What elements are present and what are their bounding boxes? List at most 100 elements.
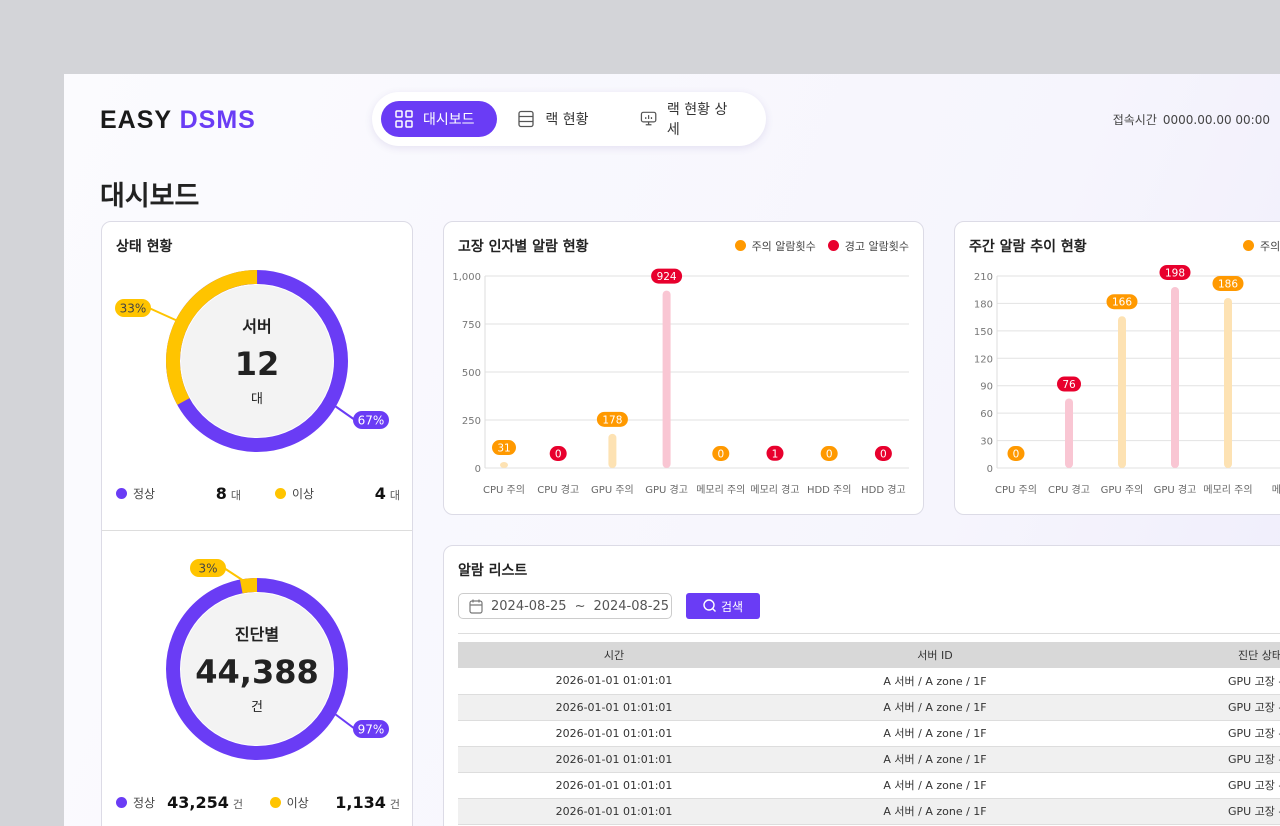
- alarm-list-card: 알람 리스트 2024-08-25 ~2024-08-25 검색 시간 서버 ID…: [443, 545, 1280, 826]
- bar: [1224, 297, 1232, 468]
- table-cell: 2026-01-01 01:01:01: [458, 798, 770, 825]
- column-header-status[interactable]: 진단 상태: [1100, 642, 1280, 668]
- x-tick-label: CPU 경고: [537, 483, 579, 496]
- table-cell: GPU 고장 - 경: [1100, 746, 1280, 773]
- callout-line: [334, 713, 356, 730]
- table-cell: A 서버 / A zone / 1F: [770, 746, 1100, 773]
- search-button[interactable]: 검색: [686, 593, 760, 619]
- donut-center: [181, 285, 333, 437]
- legend-warning: 경고 알람횟수: [827, 238, 909, 254]
- percent-badge: [190, 559, 226, 577]
- percent-label: 67%: [358, 414, 385, 428]
- bar: [1065, 398, 1073, 468]
- y-tick-label: 150: [974, 327, 993, 338]
- divider: [458, 633, 1280, 634]
- value-label: 76: [1062, 379, 1076, 391]
- grid-icon: [395, 110, 413, 128]
- bar: [1171, 286, 1179, 468]
- percent-badge: [353, 411, 389, 429]
- value-label: 186: [1218, 278, 1238, 290]
- date-range-input[interactable]: 2024-08-25 ~2024-08-25: [458, 593, 672, 619]
- abnormal-dot: [269, 797, 281, 808]
- page-title: 대시보드: [100, 181, 200, 212]
- value-badge: [1106, 294, 1138, 310]
- table-cell: A 서버 / A zone / 1F: [770, 694, 1100, 721]
- table-row[interactable]: 2026-01-01 01:01:01 A 서버 / A zone / 1F GPU…: [458, 772, 1280, 799]
- x-tick-label: CPU 주의: [995, 484, 1037, 496]
- x-tick-label: 메모리 주의: [1203, 484, 1252, 496]
- donut-text: 진단별: [235, 625, 279, 644]
- status-donuts: 서버 12 대 33% 67% 진단별 44,388 건 3% 97%: [115, 270, 389, 760]
- callout-line: [148, 307, 181, 323]
- logo[interactable]: EASY DSMS: [100, 106, 256, 134]
- value-label: 0: [717, 449, 724, 461]
- table-cell: A 서버 / A zone / 1F: [770, 798, 1100, 825]
- donut-text: 대: [251, 392, 263, 407]
- x-tick-label: 메모: [1272, 484, 1280, 496]
- y-tick-label: 60: [980, 409, 993, 420]
- table-cell: A 서버 / A zone / 1F: [770, 772, 1100, 799]
- y-tick-label: 90: [980, 382, 993, 393]
- column-header-time[interactable]: 시간: [458, 642, 770, 668]
- table-cell: 2026-01-01 01:01:01: [458, 694, 770, 721]
- server-rack-icon: [518, 110, 535, 128]
- table-cell: 2026-01-01 01:01:01: [458, 720, 770, 747]
- x-tick-label: HDD 경고: [861, 483, 906, 496]
- value-badge: [549, 446, 567, 461]
- column-header-server[interactable]: 서버 ID: [770, 642, 1100, 668]
- percent-label: 97%: [358, 723, 385, 737]
- diag-stats: 정상 43,254 건 이상 1,134 건: [116, 793, 400, 812]
- normal-dot: [116, 488, 127, 499]
- table-row[interactable]: 2026-01-01 01:01:01 A 서버 / A zone / 1F GPU…: [458, 694, 1280, 721]
- y-tick-label: 750: [462, 320, 481, 331]
- value-badge: [1159, 264, 1191, 280]
- value-badge: [1057, 376, 1081, 392]
- percent-label: 33%: [120, 302, 147, 316]
- table-cell: GPU 고장 - 경: [1100, 772, 1280, 799]
- y-tick-label: 250: [462, 416, 481, 427]
- legend-caution: 주의 알람횟수: [734, 238, 816, 254]
- main-nav: 대시보드 랙 현황 랙 현황 상세: [372, 92, 766, 146]
- value-label: 0: [826, 449, 833, 461]
- y-tick-label: 0: [475, 464, 481, 475]
- x-tick-label: GPU 경고: [1154, 483, 1197, 496]
- calendar-icon: [469, 599, 483, 614]
- callout-line: [223, 567, 251, 586]
- nav-rack-detail[interactable]: 랙 현황 상세: [626, 101, 751, 138]
- value-badge: [712, 446, 730, 461]
- x-tick-label: GPU 주의: [591, 484, 634, 496]
- table-row[interactable]: 2026-01-01 01:01:01 A 서버 / A zone / 1F GPU…: [458, 746, 1280, 773]
- table-row[interactable]: 2026-01-01 01:01:01 A 서버 / A zone / 1F GPU…: [458, 720, 1280, 747]
- y-tick-label: 500: [462, 368, 481, 379]
- value-badge: [1007, 446, 1025, 461]
- nav-dashboard[interactable]: 대시보드: [381, 101, 498, 137]
- search-icon: [703, 599, 716, 612]
- donut-center: [181, 593, 333, 745]
- table-row[interactable]: 2026-01-01 01:01:01 A 서버 / A zone / 1F GPU…: [458, 668, 1280, 695]
- nav-rack-status[interactable]: 랙 현황: [503, 101, 619, 137]
- x-tick-label: GPU 주의: [1101, 484, 1144, 496]
- percent-badge: [115, 299, 151, 317]
- weekly-alarm-card: 주간 알람 추이 현황 주의 0 30 60 90 120 150 180 210 CPU 주의…: [954, 221, 1280, 515]
- table-row[interactable]: 2026-01-01 01:01:01 A 서버 / A zone / 1F GPU…: [458, 798, 1280, 825]
- bar: [662, 290, 671, 468]
- legend-caution: 주의: [1243, 238, 1280, 254]
- value-label: 0: [555, 449, 562, 461]
- value-label: 0: [880, 449, 887, 461]
- x-tick-label: 메모리 경고: [750, 483, 799, 496]
- value-badge: [492, 440, 516, 456]
- monitor-icon: [640, 111, 657, 126]
- callout-line: [334, 405, 356, 421]
- donut-abnormal-segment: [166, 270, 348, 452]
- table-cell: GPU 고장 - 경: [1100, 668, 1280, 695]
- x-tick-label: CPU 경고: [1048, 483, 1090, 496]
- table-cell: 2026-01-01 01:01:01: [458, 772, 770, 799]
- factor-alarm-chart: 0 250 500 750 1,000 CPU 주의 31 CPU 경고 0 GPU 주의 178 G…: [452, 268, 909, 496]
- value-label: 166: [1112, 297, 1132, 309]
- bar: [608, 433, 617, 468]
- value-badge: [874, 446, 892, 461]
- divider: [102, 530, 412, 531]
- table-cell: A 서버 / A zone / 1F: [770, 668, 1100, 695]
